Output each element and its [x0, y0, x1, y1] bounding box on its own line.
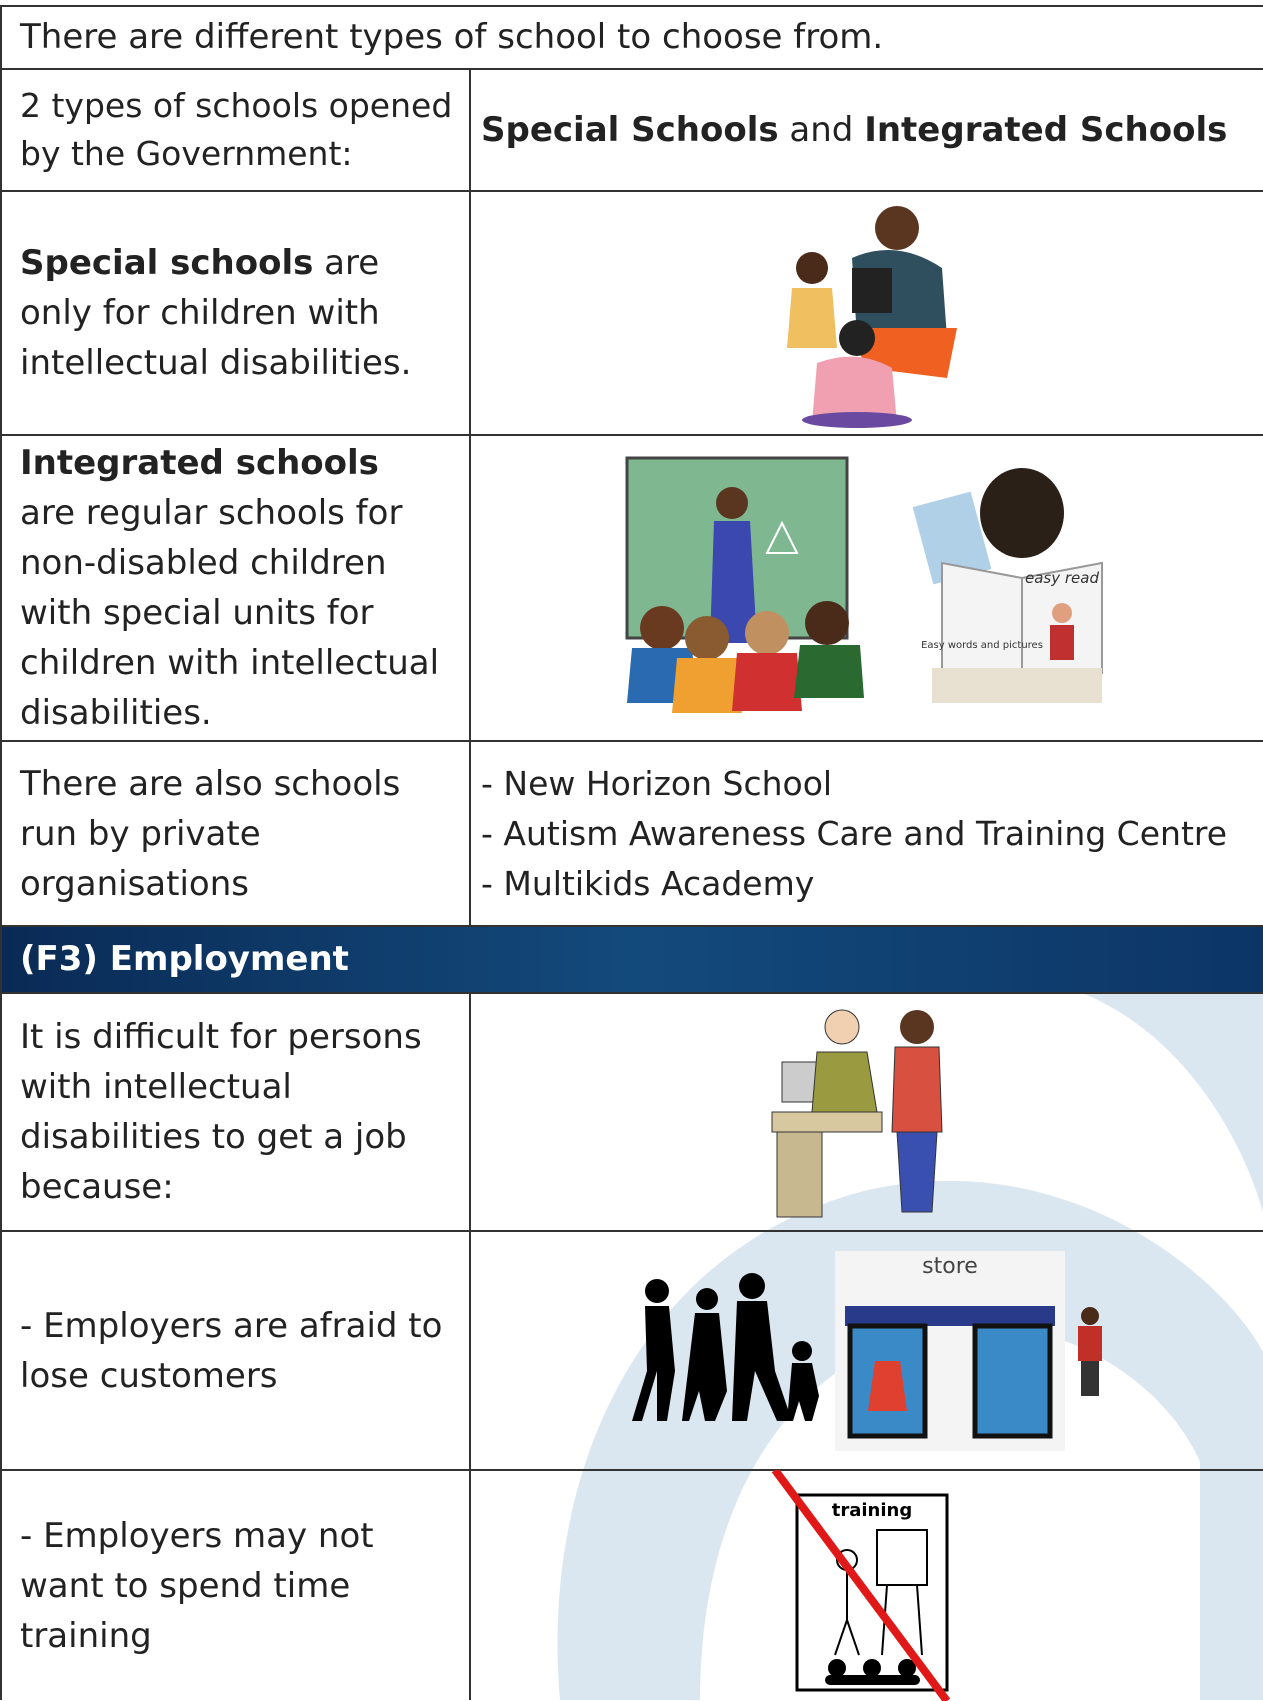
store-illustration: store	[834, 1250, 1065, 1451]
integrated-desc: are regular schools for non-disabled chi…	[20, 493, 440, 733]
book-note: Easy words and pictures	[921, 640, 1043, 651]
employment-row: - Employers are afraid to lose customers…	[0, 1230, 1263, 1469]
no-training-illustration: training	[771, 1470, 951, 1701]
store-label: store	[922, 1254, 978, 1279]
gov-row: 2 types of schools opened by the Governm…	[0, 68, 1263, 190]
employment-row: It is difficult for persons with intelle…	[0, 992, 1263, 1230]
special-desc: are only for children with intellectual …	[20, 243, 412, 383]
integrated-images: easy read Easy words and pictures	[471, 436, 1263, 740]
integrated-text: Integrated schools are regular schools fo…	[0, 436, 471, 740]
interview-image	[471, 994, 1263, 1230]
section-header: (F3) Employment	[0, 925, 1263, 992]
employment-text: It is difficult for persons with intelle…	[0, 994, 471, 1230]
school: - Multikids Academy	[481, 863, 815, 903]
book-title: easy read	[1025, 569, 1099, 587]
shopper-illustration	[1077, 1306, 1102, 1396]
special-term: Special schools	[20, 243, 314, 283]
answer-joiner: and	[789, 110, 854, 150]
school: - New Horizon School	[481, 763, 833, 803]
intro-row: There are different types of school to c…	[0, 5, 1263, 68]
family-silhouette	[631, 1272, 819, 1421]
classroom-illustration	[625, 456, 864, 713]
answer-first: Special Schools	[481, 110, 779, 150]
intro-text: There are different types of school to c…	[20, 17, 884, 57]
employment-text: - Employers are afraid to lose customers	[0, 1232, 471, 1469]
integrated-row: Integrated schools are regular schools fo…	[0, 434, 1263, 740]
employment-text: - Employers may not want to spend time t…	[0, 1471, 471, 1700]
special-row: Special schools are only for children wi…	[0, 190, 1263, 434]
answer-second: Integrated Schools	[864, 110, 1228, 150]
gov-label: 2 types of schools opened by the Governm…	[0, 70, 471, 190]
school: - Autism Awareness Care and Training Cen…	[481, 813, 1228, 853]
private-label: There are also schools run by private or…	[0, 742, 471, 925]
employment-row: - Employers may not want to spend time t…	[0, 1469, 1263, 1701]
gov-answer: Special Schools and Integrated Schools	[471, 70, 1263, 190]
store-images: store	[471, 1232, 1263, 1469]
integrated-term: Integrated schools	[20, 443, 379, 483]
training-image: training	[471, 1470, 1263, 1701]
private-schools: - New Horizon School - Autism Awareness …	[471, 742, 1263, 925]
special-image	[471, 192, 1263, 434]
section-title: (F3) Employment	[20, 939, 349, 979]
special-text: Special schools are only for children wi…	[0, 192, 471, 434]
private-row: There are also schools run by private or…	[0, 740, 1263, 925]
interview-illustration	[771, 1009, 943, 1218]
easy-read-illustration: easy read Easy words and pictures	[912, 468, 1103, 703]
training-label: training	[832, 1500, 912, 1521]
reading-group-illustration	[787, 206, 957, 428]
